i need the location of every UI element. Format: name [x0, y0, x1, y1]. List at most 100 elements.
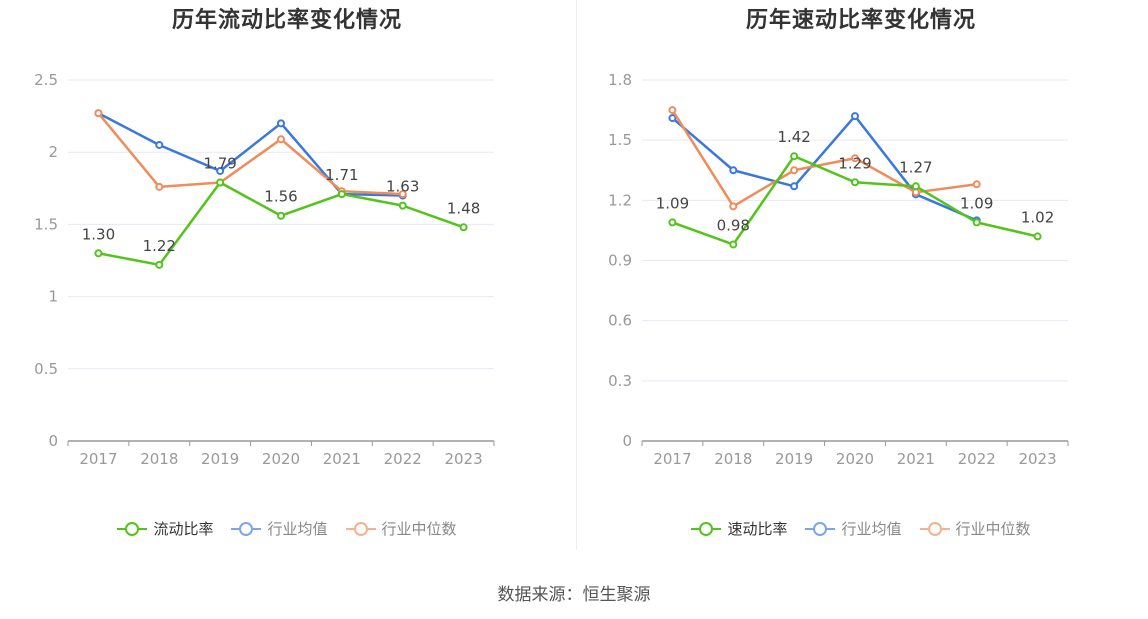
legend-item-company[interactable]: 速动比率	[691, 518, 787, 539]
company-data-point	[1033, 232, 1042, 241]
company-data-point	[790, 152, 799, 161]
company-data-point	[851, 178, 859, 187]
y-tick-label: 0.3	[608, 372, 632, 390]
median-data-point	[729, 202, 738, 211]
average-data-point	[729, 166, 738, 175]
company-data-point	[277, 211, 285, 220]
company-data-point	[398, 201, 407, 210]
x-tick-label: 2022	[958, 450, 996, 468]
data-source-note: 数据来源：恒生聚源	[497, 585, 651, 605]
quick-ratio-chart: 0 0.3 0.6 0.9 1.2 1.5 1.8 2017 2018 2019 2020 2021 2…	[608, 71, 1069, 468]
panel-divider	[576, 0, 577, 550]
average-series-line	[671, 114, 978, 222]
x-tick-label: 2023	[1018, 450, 1056, 468]
y-tick-label: 1.5	[608, 131, 632, 149]
legend-item-median[interactable]: 行业中位数	[345, 518, 457, 539]
data-label: 1.48	[447, 199, 480, 217]
legend-label: 行业中位数	[381, 520, 457, 538]
x-tick-label: 2017	[79, 450, 117, 468]
y-tick-label: 1.2	[608, 191, 632, 209]
median-data-point	[851, 154, 859, 163]
data-label: 1.71	[325, 166, 358, 184]
data-label: 1.22	[143, 237, 176, 255]
x-tick-label: 2020	[836, 450, 874, 468]
average-data-point	[790, 182, 799, 191]
median-data-point	[94, 109, 103, 118]
y-tick-label: 0.5	[34, 360, 58, 378]
legend-line-marker-icon	[231, 521, 262, 537]
y-tick-label: 0	[622, 432, 632, 450]
chart-legend: 流动比率 行业均值 行业中位数	[0, 518, 574, 539]
data-label: 1.56	[264, 188, 297, 206]
legend-line-marker-icon	[345, 521, 376, 537]
y-tick-label: 2	[48, 143, 58, 161]
legend-line-marker-icon	[919, 521, 950, 537]
y-tick-label: 1.5	[34, 215, 58, 233]
median-data-point	[972, 180, 981, 189]
y-tick-label: 2.5	[34, 71, 58, 89]
chart-legend: 速动比率 行业均值 行业中位数	[574, 518, 1148, 539]
x-tick-label: 2019	[775, 450, 813, 468]
legend-label: 行业均值	[267, 520, 328, 538]
y-tick-label: 1.8	[608, 71, 632, 89]
quick-ratio-chart-panel: 历年速动比率变化情况 0 0.3 0.6 0.9 1.2 1.5 1.8 2017 2018 20…	[574, 0, 1148, 550]
average-data-point	[155, 140, 164, 149]
y-tick-label: 1	[48, 288, 58, 306]
y-tick-label: 0.6	[608, 312, 632, 330]
company-data-point	[155, 260, 164, 269]
x-tick-label: 2018	[714, 450, 752, 468]
legend-label: 行业中位数	[955, 520, 1031, 538]
legend-line-marker-icon	[117, 521, 148, 537]
company-data-point	[94, 249, 103, 258]
average-series-line	[97, 112, 403, 197]
x-tick-label: 2021	[323, 450, 361, 468]
average-data-point	[851, 112, 859, 121]
median-data-point	[155, 182, 164, 191]
legend-label: 流动比率	[153, 520, 214, 538]
company-data-point	[337, 190, 346, 199]
legend-line-marker-icon	[691, 521, 722, 537]
median-data-point	[668, 106, 677, 115]
chart-title: 历年流动比率变化情况	[171, 8, 402, 33]
legend-item-median[interactable]: 行业中位数	[919, 518, 1031, 539]
average-data-point	[277, 119, 285, 128]
x-tick-label: 2022	[384, 450, 422, 468]
company-data-point	[668, 218, 677, 227]
chart-title: 历年速动比率变化情况	[745, 8, 976, 33]
company-data-point	[216, 178, 225, 187]
data-label: 1.63	[386, 178, 419, 196]
median-data-point	[790, 166, 799, 175]
current-ratio-chart-panel: 历年流动比率变化情况 0 0.5 1 1.5 2 2.5 2017 2018 2019 2020 2…	[0, 0, 574, 550]
company-data-point	[459, 223, 468, 232]
x-tick-label: 2019	[201, 450, 239, 468]
data-label: 0.98	[717, 216, 750, 234]
x-tick-label: 2020	[262, 450, 300, 468]
y-tick-label: 0	[48, 432, 58, 450]
x-tick-label: 2023	[444, 450, 482, 468]
x-tick-label: 2018	[140, 450, 178, 468]
legend-item-average[interactable]: 行业均值	[231, 518, 328, 539]
legend-line-marker-icon	[805, 521, 836, 537]
median-data-point	[398, 190, 407, 199]
data-label: 1.30	[82, 225, 115, 243]
data-label: 1.09	[960, 194, 993, 212]
x-tick-label: 2021	[897, 450, 935, 468]
y-tick-label: 0.9	[608, 252, 632, 270]
average-data-point	[216, 166, 225, 175]
company-data-point	[729, 240, 738, 249]
data-label: 1.42	[777, 128, 810, 146]
legend-label: 速动比率	[727, 520, 788, 538]
data-label: 1.27	[899, 158, 932, 176]
x-tick-label: 2017	[653, 450, 691, 468]
data-label: 1.29	[838, 154, 871, 172]
data-label: 1.79	[203, 155, 236, 173]
data-label: 1.02	[1021, 208, 1054, 226]
current-ratio-chart: 0 0.5 1 1.5 2 2.5 2017 2018 2019 2020 2021 2022 2023…	[34, 71, 495, 468]
legend-label: 行业均值	[841, 520, 902, 538]
average-data-point	[668, 114, 677, 123]
legend-item-average[interactable]: 行业均值	[805, 518, 902, 539]
company-data-point	[972, 218, 981, 227]
median-series-line	[97, 112, 403, 196]
legend-item-company[interactable]: 流动比率	[117, 518, 213, 539]
company-data-point	[911, 182, 920, 191]
